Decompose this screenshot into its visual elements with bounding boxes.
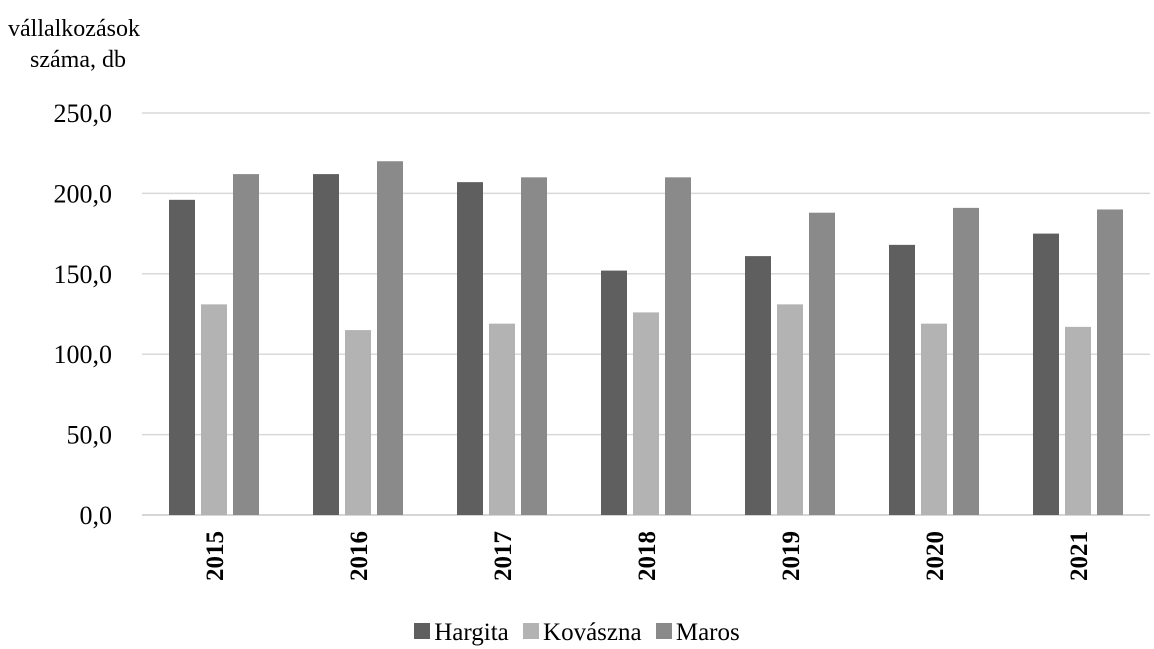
legend-label-hargita: Hargita xyxy=(434,619,509,646)
bar-kovaszna-2020 xyxy=(921,323,947,515)
bar-hargita-2017 xyxy=(457,182,483,516)
legend-item-hargita: Hargita xyxy=(414,617,509,649)
y-tick-label: 50,0 xyxy=(67,421,113,450)
bar-kovaszna-2019 xyxy=(777,304,803,515)
x-tick-label: 2017 xyxy=(490,531,517,581)
legend-item-maros: Maros xyxy=(655,617,740,649)
x-tick-label: 2019 xyxy=(778,531,805,581)
bar-kovaszna-2018 xyxy=(633,312,659,515)
legend-label-kovaszna: Kovászna xyxy=(543,619,642,646)
bar-maros-2017 xyxy=(521,177,547,515)
bar-maros-2019 xyxy=(809,212,835,516)
x-tick-label: 2016 xyxy=(346,531,373,581)
bar-maros-2021 xyxy=(1097,209,1123,516)
y-axis-title-line-1: vállalkozások xyxy=(8,16,140,42)
y-tick-label: 200,0 xyxy=(54,179,113,208)
bar-kovaszna-2017 xyxy=(489,323,515,515)
y-tick-label: 150,0 xyxy=(54,260,113,289)
x-tick-label: 2021 xyxy=(1066,531,1093,581)
legend-swatch-maros xyxy=(655,623,672,639)
bar-maros-2020 xyxy=(953,207,979,515)
legend-swatch-kovaszna xyxy=(523,623,540,639)
bar-hargita-2015 xyxy=(169,199,195,515)
x-tick-label: 2018 xyxy=(634,531,661,581)
x-tick-label: 2020 xyxy=(922,531,949,581)
y-tick-label: 0,0 xyxy=(80,501,113,530)
bar-hargita-2020 xyxy=(889,244,915,515)
legend-swatch-hargita xyxy=(414,623,431,639)
bar-maros-2015 xyxy=(233,174,259,515)
bar-maros-2016 xyxy=(377,161,403,516)
legend-item-kovaszna: Kovászna xyxy=(523,617,642,649)
y-axis-title-line-2: száma, db xyxy=(30,47,126,73)
bar-kovaszna-2016 xyxy=(345,330,371,515)
bar-maros-2018 xyxy=(665,177,691,515)
bar-hargita-2021 xyxy=(1033,233,1059,515)
bar-hargita-2018 xyxy=(601,270,627,515)
legend-label-maros: Maros xyxy=(675,619,740,646)
x-tick-label: 2015 xyxy=(202,531,229,581)
y-tick-label: 250,0 xyxy=(54,99,113,128)
y-axis-title: vállalkozások száma, db xyxy=(8,14,140,76)
bar-kovaszna-2015 xyxy=(201,304,227,515)
bar-hargita-2016 xyxy=(313,174,339,515)
bar-kovaszna-2021 xyxy=(1065,326,1091,515)
y-tick-label: 100,0 xyxy=(54,340,113,369)
legend: Hargita Kovászna Maros xyxy=(0,617,1154,649)
bar-hargita-2019 xyxy=(745,256,771,515)
